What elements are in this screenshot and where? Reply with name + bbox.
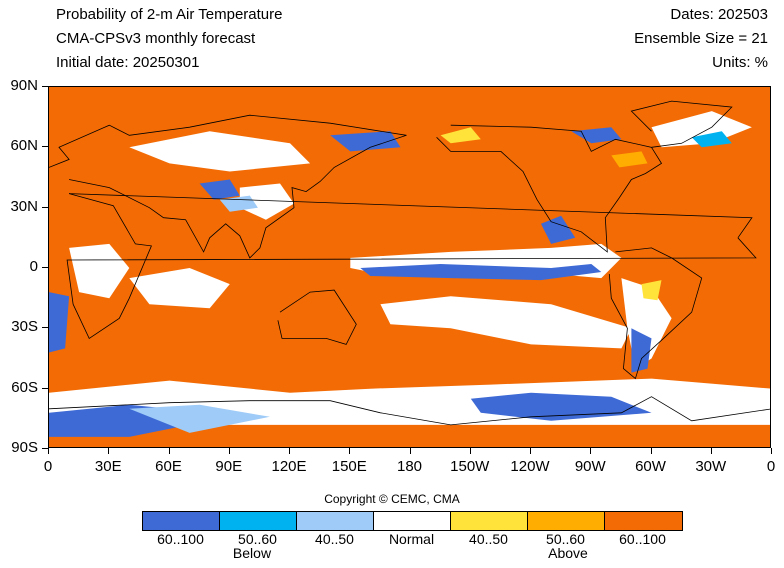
- lon-tick-mark: [469, 448, 471, 454]
- color-legend: [142, 511, 683, 531]
- coast-south-america: [608, 247, 703, 380]
- above-40-50-region-alaska: [440, 127, 481, 144]
- lon-tick-label: 90E: [215, 458, 243, 475]
- normal-region-china: [239, 183, 294, 220]
- lon-tick-mark: [409, 448, 411, 454]
- legend-swatch: [528, 512, 605, 530]
- lat-tick-label: 60S: [11, 378, 38, 396]
- below-region-east-siberia: [330, 131, 401, 152]
- legend-swatch: [605, 512, 682, 530]
- coast-north-america: [436, 124, 663, 253]
- coast-australia: [277, 289, 357, 345]
- legend-swatch-label: 50..60: [546, 531, 585, 547]
- lon-tick-label: 150W: [450, 458, 490, 475]
- normal-region-indian-ocean: [129, 268, 230, 309]
- legend-swatch-label: 50..60: [238, 531, 277, 547]
- lat-tick-mark: [42, 86, 48, 87]
- lon-tick-label: 120W: [510, 458, 550, 475]
- below-region-north-atlantic: [691, 131, 732, 148]
- legend-below-label: Below: [232, 545, 272, 561]
- normal-region-north-atlantic: [651, 111, 752, 148]
- lat-tick-label: 30N: [10, 197, 38, 215]
- normal-region-south-pacific: [380, 296, 632, 349]
- lon-tick-label: 60E: [155, 458, 182, 475]
- legend-swatch: [143, 512, 220, 530]
- below-region-equatorial-pacific: [360, 264, 602, 281]
- legend-swatch: [220, 512, 297, 530]
- above-50-60-region-canada: [611, 151, 648, 168]
- initial-date: Initial date: 20250301: [56, 54, 200, 71]
- lon-tick-mark: [530, 448, 531, 454]
- lon-tick-mark: [349, 448, 351, 454]
- coast-greenland: [630, 100, 733, 148]
- lon-tick-label: 120E: [271, 458, 307, 475]
- legend-swatch-label: 60..100: [157, 531, 204, 547]
- above-40-50-region-amazon: [641, 280, 662, 301]
- lon-tick-mark: [710, 448, 712, 454]
- probability-regions: [49, 111, 770, 437]
- below-region-south-atlantic: [49, 292, 70, 353]
- lat-tick-label: 60N: [10, 137, 38, 155]
- ensemble-size: Ensemble Size = 21: [634, 30, 768, 47]
- legend-swatch-label: 60..100: [619, 531, 666, 547]
- legend-swatch-label: Normal: [388, 531, 435, 547]
- lat-tick-label: 30S: [11, 318, 38, 336]
- lon-tick-mark: [771, 448, 772, 454]
- lon-tick-mark: [228, 448, 230, 454]
- probability-map: [48, 86, 771, 448]
- coast-africa: [66, 193, 757, 339]
- lat-tick-mark: [42, 387, 48, 389]
- lon-tick-mark: [48, 448, 49, 454]
- lon-tick-label: 60W: [635, 458, 666, 475]
- coast-antarctica: [49, 396, 770, 426]
- normal-region-africa: [69, 243, 130, 299]
- lon-tick-mark: [650, 448, 652, 454]
- model-name: CMA-CPSv3 monthly forecast: [56, 30, 256, 47]
- below-region-hudson: [571, 127, 622, 144]
- map-title: Probability of 2-m Air Temperature: [56, 6, 283, 23]
- lat-tick-label: 90N: [10, 77, 38, 94]
- lat-tick-mark: [42, 146, 48, 148]
- copyright-text: Copyright © CEMC, CMA: [324, 492, 460, 506]
- legend-swatch: [451, 512, 528, 530]
- units-label: Units: %: [712, 54, 768, 71]
- lon-tick-mark: [289, 448, 290, 454]
- legend-swatch-label: 40..50: [469, 531, 508, 547]
- lon-tick-label: 0: [766, 458, 776, 475]
- map-canvas: [49, 87, 770, 447]
- lon-tick-mark: [108, 448, 110, 454]
- normal-region-siberia: [129, 131, 311, 172]
- lat-tick-mark: [42, 327, 48, 329]
- below-region-argentina: [631, 328, 652, 373]
- coast-eurasia: [49, 114, 407, 259]
- lat-tick-mark: [42, 206, 48, 208]
- below-region-mexico: [541, 215, 576, 244]
- lon-tick-label: 180: [396, 458, 423, 475]
- lat-tick-mark: [42, 267, 48, 268]
- legend-swatch-label: 40..50: [315, 531, 354, 547]
- below-region-west-china: [199, 179, 240, 200]
- lon-tick-mark: [590, 448, 592, 454]
- coastlines: [49, 100, 770, 426]
- lon-tick-label: 90W: [574, 458, 606, 475]
- legend-swatch: [374, 512, 451, 530]
- lat-tick-label: 90S: [11, 439, 38, 456]
- lat-tick-label: 0: [29, 258, 38, 275]
- lon-tick-label: 0: [43, 458, 53, 475]
- lon-tick-mark: [168, 448, 170, 454]
- legend-above-label: Above: [548, 545, 588, 561]
- forecast-dates: Dates: 202503: [670, 6, 768, 23]
- lon-tick-label: 150E: [331, 458, 367, 475]
- lon-tick-label: 30W: [695, 458, 727, 475]
- lon-tick-label: 30E: [94, 458, 122, 475]
- lat-tick-mark: [42, 448, 48, 449]
- legend-swatch: [297, 512, 374, 530]
- below-region-antarctica-lightblue: [129, 404, 270, 433]
